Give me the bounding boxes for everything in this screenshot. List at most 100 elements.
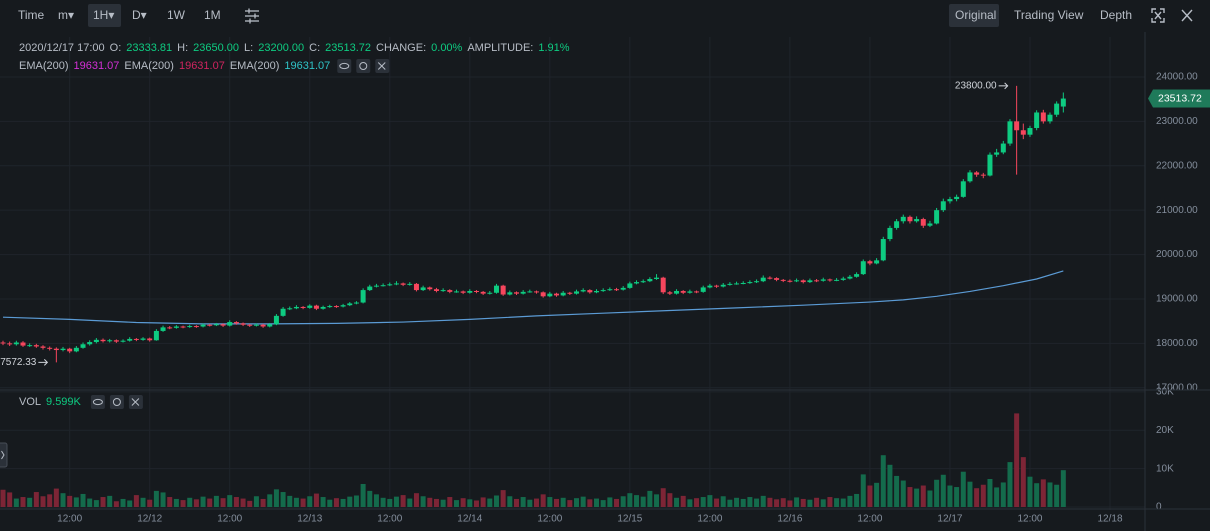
fullscreen-icon[interactable] <box>1151 8 1165 23</box>
toolbar-button[interactable]: 1M <box>204 8 221 22</box>
candle-body <box>907 216 913 222</box>
candle-body <box>307 305 313 308</box>
candle-body <box>173 326 179 328</box>
volume-bar <box>607 497 613 507</box>
indicator-icon[interactable] <box>356 59 371 73</box>
volume-bar <box>93 500 99 507</box>
y-tick-label: 20000.00 <box>1156 249 1198 260</box>
x-tick-label: 12:00 <box>857 514 882 525</box>
volume-bar <box>200 496 206 507</box>
candle-body <box>100 339 106 342</box>
x-tick-label: 12/13 <box>297 514 322 525</box>
candle-body <box>947 199 953 202</box>
icon-box <box>109 395 124 409</box>
candle-body <box>107 340 113 342</box>
candle-body <box>320 306 326 309</box>
x-tick-label: 12:00 <box>217 514 242 525</box>
volume-bar <box>40 496 46 507</box>
ema-line <box>2 270 1064 325</box>
toolbar-button[interactable]: 1W <box>167 8 186 22</box>
candle-body <box>960 181 966 197</box>
volume-bar <box>680 495 686 507</box>
x-tick-label: 12:00 <box>697 514 722 525</box>
volume-bar <box>1027 476 1033 507</box>
candle-body <box>340 305 346 307</box>
candle-body <box>473 290 479 292</box>
volume-bar <box>100 497 106 507</box>
candle-body <box>240 323 246 325</box>
volume-bar <box>1034 483 1040 507</box>
candle-body <box>513 292 519 294</box>
candle-body <box>433 289 439 291</box>
candle-body <box>327 306 333 308</box>
candle-body <box>13 342 19 345</box>
candle-body <box>233 322 239 324</box>
volume-bar <box>260 498 266 507</box>
candle-body <box>760 277 766 282</box>
candle-body <box>994 152 1000 155</box>
toolbar-button[interactable]: D▾ <box>132 8 147 22</box>
indicator-name: EMA(200) <box>124 60 174 72</box>
candle-body <box>887 227 893 240</box>
volume-bar <box>940 474 946 507</box>
volume-bar <box>734 497 740 507</box>
volume-bar <box>720 496 726 507</box>
candle-body <box>313 305 319 309</box>
candle-body <box>120 340 126 342</box>
close-icon[interactable] <box>1181 9 1193 22</box>
toolbar-button[interactable]: m▾ <box>58 8 74 22</box>
candle-body <box>580 290 586 292</box>
candle-body <box>840 278 846 280</box>
indicator-icon[interactable] <box>337 59 352 73</box>
candle-body <box>560 292 566 296</box>
collapse-tab[interactable] <box>0 442 8 468</box>
candle-body <box>734 283 740 285</box>
volume-bar <box>987 478 993 507</box>
candle-body <box>167 327 173 329</box>
settings-icon[interactable] <box>245 8 259 24</box>
volume-bar <box>253 496 259 507</box>
candle-body <box>980 174 986 176</box>
volume-bar <box>340 498 346 507</box>
indicator-icon[interactable] <box>128 395 143 409</box>
volume-tick-label: 20K <box>1156 425 1174 436</box>
icon-box <box>90 395 105 409</box>
volume-bar <box>220 498 226 507</box>
volume-bar <box>747 497 753 507</box>
volume-bar <box>820 499 826 507</box>
candle-body <box>854 274 860 277</box>
volume-bar <box>634 495 640 507</box>
volume-bar <box>353 495 359 507</box>
candle-body <box>20 342 26 346</box>
indicator-icon[interactable] <box>109 395 124 409</box>
candle-body <box>447 290 453 292</box>
view-tab[interactable]: Original <box>955 8 996 22</box>
x-tick-label: 12/12 <box>137 514 162 525</box>
volume-bar <box>47 494 53 507</box>
candle-body <box>807 280 813 283</box>
candle-body <box>480 291 486 294</box>
volume-bar <box>1040 479 1046 507</box>
candle-body <box>894 221 900 228</box>
volume-bar <box>574 498 580 507</box>
y-tick-label: 21000.00 <box>1156 205 1198 216</box>
volume-bar <box>373 494 379 507</box>
volume-bar <box>273 489 279 507</box>
volume-bar <box>447 497 453 507</box>
volume-bar <box>980 484 986 507</box>
indicator-icon[interactable] <box>90 395 105 409</box>
view-tab[interactable]: Trading View <box>1014 8 1084 22</box>
info-value: 1.91% <box>538 42 569 54</box>
view-tab[interactable]: Depth <box>1100 8 1132 22</box>
candle-body <box>540 292 546 297</box>
volume-bar <box>594 498 600 507</box>
volume-bar <box>73 497 79 507</box>
candle-body <box>874 260 880 264</box>
indicator-icon[interactable] <box>375 59 390 73</box>
toolbar-button[interactable]: Time <box>18 8 45 22</box>
volume-bar <box>700 497 706 507</box>
volume-bar <box>213 495 219 507</box>
volume-bar <box>800 498 806 507</box>
toolbar-button[interactable]: 1H▾ <box>93 8 114 22</box>
volume-bar <box>333 498 339 507</box>
